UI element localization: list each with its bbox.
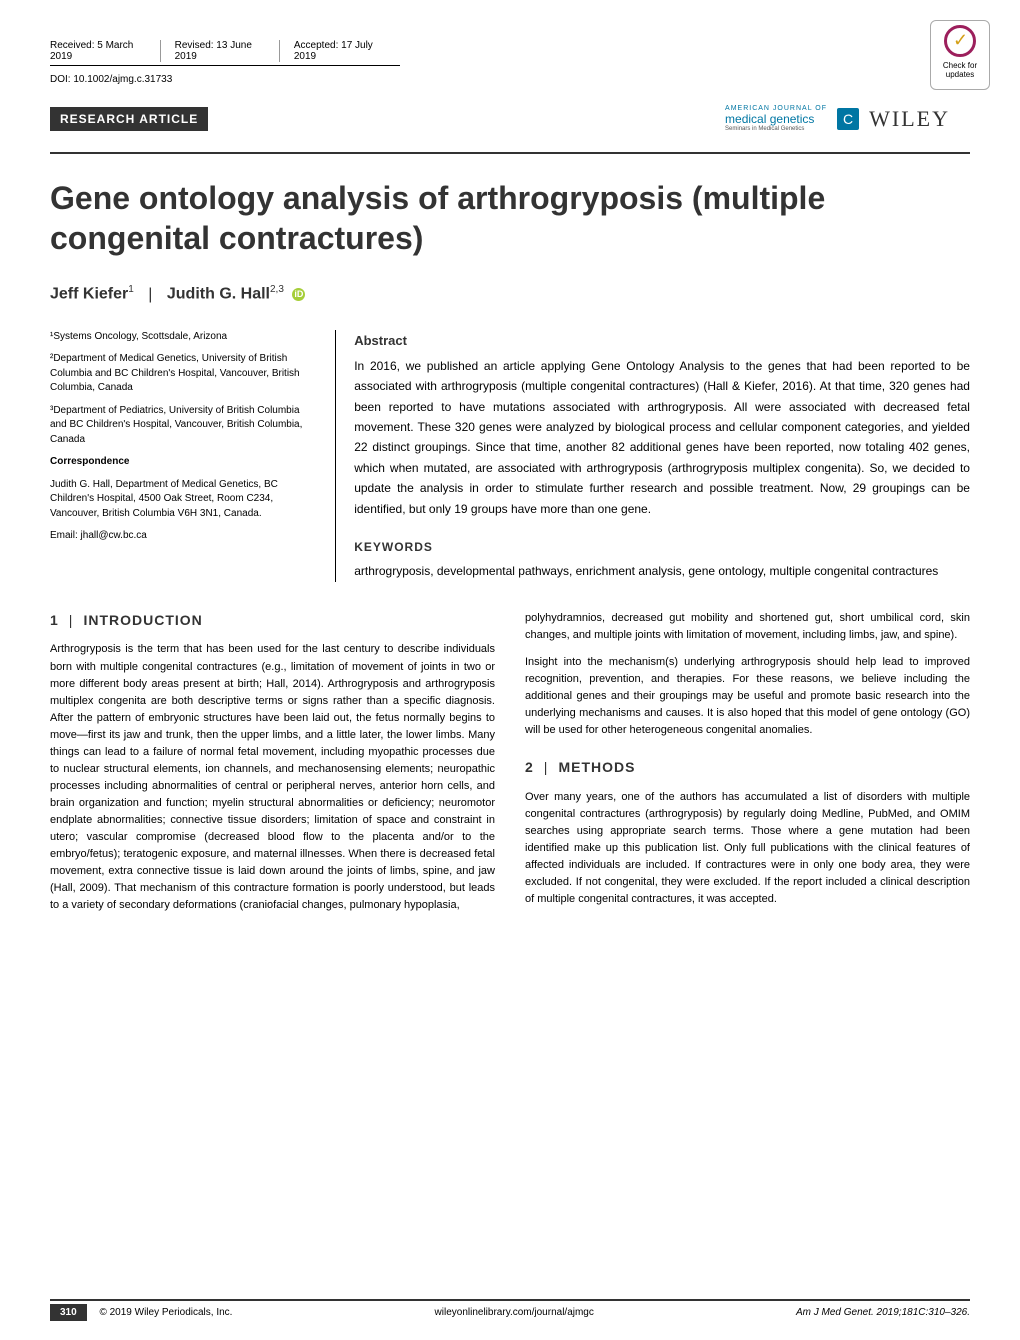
copyright: © 2019 Wiley Periodicals, Inc. (99, 1307, 232, 1318)
article-title: Gene ontology analysis of arthrogryposis… (50, 178, 970, 258)
abstract-heading: Abstract (354, 330, 970, 352)
affiliation-3: ³Department of Pediatrics, University of… (50, 404, 317, 448)
author-separator: | (148, 286, 152, 303)
intro-paragraph-1-cont: polyhydramnios, decreased gut mobility a… (525, 610, 970, 644)
crossmark-icon (944, 25, 976, 57)
article-type-badge: RESEARCH ARTICLE (50, 107, 208, 131)
article-dates: Received: 5 March 2019 Revised: 13 June … (50, 40, 400, 66)
body-left-column: 1|INTRODUCTION Arthrogryposis is the ter… (50, 610, 495, 924)
keywords-heading: KEYWORDS (354, 537, 970, 557)
journal-brand: AMERICAN JOURNAL OF medical genetics Sem… (725, 105, 950, 132)
section-intro-num: 1 (50, 612, 59, 628)
affiliation-2: ²Department of Medical Genetics, Univers… (50, 352, 317, 396)
page-footer: 310 © 2019 Wiley Periodicals, Inc. wiley… (50, 1299, 970, 1318)
journal-name: AMERICAN JOURNAL OF medical genetics Sem… (725, 105, 827, 132)
journal-series-badge: C (837, 108, 859, 130)
keywords-list: arthrogryposis, developmental pathways, … (354, 561, 970, 581)
journal-main-name: medical genetics (725, 112, 814, 126)
affiliations-column: ¹Systems Oncology, Scottsdale, Arizona ²… (50, 330, 335, 582)
publisher-logo: WILEY (869, 106, 950, 132)
received-date: Received: 5 March 2019 (50, 40, 161, 62)
journal-sub-line: Seminars in Medical Genetics (725, 126, 827, 133)
check-updates-badge[interactable]: Check for updates (930, 20, 990, 90)
section-intro-title: INTRODUCTION (83, 612, 202, 628)
footer-citation: Am J Med Genet. 2019;181C:310–326. (796, 1307, 970, 1318)
intro-paragraph-2: Insight into the mechanism(s) underlying… (525, 654, 970, 739)
check-updates-label: Check for updates (931, 61, 989, 79)
header-rule (50, 152, 970, 154)
abstract-column: Abstract In 2016, we published an articl… (335, 330, 970, 582)
author-2: Judith G. Hall (167, 286, 270, 303)
revised-date: Revised: 13 June 2019 (175, 40, 280, 62)
doi: DOI: 10.1002/ajmg.c.31733 (50, 74, 970, 85)
affiliation-1: ¹Systems Oncology, Scottsdale, Arizona (50, 330, 317, 345)
orcid-icon[interactable]: iD (292, 288, 305, 301)
footer-left: 310 © 2019 Wiley Periodicals, Inc. (50, 1307, 232, 1318)
section-intro-head: 1|INTRODUCTION (50, 610, 495, 632)
methods-paragraph-1: Over many years, one of the authors has … (525, 789, 970, 908)
abstract-text: In 2016, we published an article applyin… (354, 356, 970, 519)
page-number: 310 (50, 1304, 87, 1321)
section-methods-head: 2|METHODS (525, 757, 970, 779)
accepted-date: Accepted: 17 July 2019 (294, 40, 400, 62)
correspondence-email: Email: jhall@cw.bc.ca (50, 529, 317, 544)
footer-url: wileyonlinelibrary.com/journal/ajmgc (435, 1307, 594, 1318)
author-2-affil: 2,3 (270, 284, 284, 295)
section-methods-num: 2 (525, 759, 534, 775)
author-1-affil: 1 (128, 284, 134, 295)
author-list: Jeff Kiefer1 | Judith G. Hall2,3 iD (50, 284, 970, 303)
correspondence-body: Judith G. Hall, Department of Medical Ge… (50, 478, 317, 522)
author-1: Jeff Kiefer (50, 286, 128, 303)
section-methods-title: METHODS (558, 759, 635, 775)
body-right-column: polyhydramnios, decreased gut mobility a… (525, 610, 970, 924)
correspondence-heading: Correspondence (50, 455, 317, 470)
intro-paragraph-1: Arthrogryposis is the term that has been… (50, 641, 495, 914)
